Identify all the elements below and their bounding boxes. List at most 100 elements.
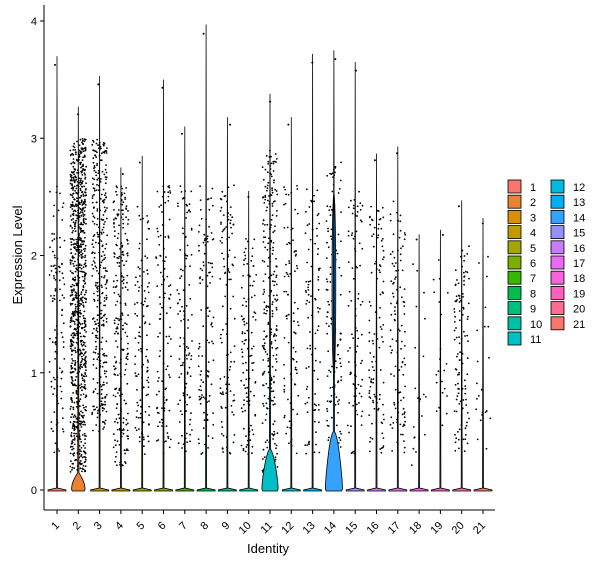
- data-point: [81, 357, 84, 360]
- data-point: [147, 386, 150, 388]
- data-point: [190, 358, 193, 361]
- data-point: [83, 293, 86, 296]
- data-point: [326, 419, 328, 422]
- data-point: [306, 411, 309, 414]
- data-point: [71, 445, 74, 448]
- data-point: [59, 246, 62, 249]
- data-point: [83, 213, 86, 216]
- data-point: [80, 201, 83, 204]
- data-point: [454, 300, 457, 303]
- data-point: [167, 195, 170, 198]
- data-point: [83, 380, 86, 383]
- data-point: [202, 32, 205, 35]
- data-point: [60, 371, 63, 374]
- data-point: [53, 233, 55, 235]
- data-point: [199, 373, 202, 376]
- data-point: [463, 271, 465, 274]
- data-point: [78, 461, 81, 464]
- data-point: [116, 403, 119, 405]
- data-point: [126, 289, 129, 291]
- data-point: [71, 259, 73, 262]
- data-point: [69, 238, 72, 240]
- data-point: [84, 247, 87, 250]
- data-point: [314, 409, 317, 411]
- data-point: [70, 405, 72, 408]
- data-point: [165, 440, 167, 442]
- legend-label: 4: [530, 228, 536, 240]
- data-point: [73, 288, 75, 291]
- data-point: [112, 218, 115, 221]
- data-point: [221, 252, 223, 255]
- data-point: [437, 370, 440, 373]
- data-point: [379, 293, 382, 296]
- data-point: [453, 311, 456, 313]
- data-point: [95, 241, 97, 244]
- data-point: [339, 179, 342, 182]
- data-point: [190, 355, 193, 357]
- data-point: [391, 262, 394, 265]
- data-point: [83, 297, 86, 300]
- data-point: [190, 229, 193, 231]
- data-point: [71, 184, 73, 187]
- data-point: [250, 296, 253, 299]
- data-point: [275, 358, 277, 360]
- data-point: [271, 205, 274, 207]
- data-point: [181, 413, 184, 416]
- data-point: [106, 207, 108, 209]
- data-point: [71, 203, 74, 206]
- data-point: [338, 266, 341, 269]
- data-point: [80, 251, 82, 253]
- data-point: [270, 379, 273, 381]
- data-point: [84, 206, 87, 209]
- data-point: [75, 397, 78, 399]
- data-point: [339, 293, 342, 296]
- data-point: [125, 216, 127, 219]
- data-point: [135, 375, 137, 377]
- data-point: [72, 299, 75, 301]
- data-point: [167, 437, 170, 440]
- data-point: [74, 360, 76, 362]
- data-point: [271, 202, 274, 205]
- data-point: [126, 274, 129, 277]
- data-point: [358, 392, 361, 395]
- data-point: [161, 86, 164, 89]
- data-point: [75, 294, 78, 297]
- data-point: [379, 307, 381, 309]
- data-point: [252, 345, 255, 348]
- legend-label: 16: [573, 243, 585, 255]
- data-point: [202, 264, 205, 267]
- data-point: [71, 379, 74, 382]
- data-point: [404, 330, 406, 333]
- data-point: [317, 325, 320, 327]
- data-point: [232, 400, 235, 402]
- data-point: [267, 305, 269, 308]
- data-point: [75, 284, 78, 287]
- data-point: [84, 364, 87, 367]
- legend-key: [507, 225, 522, 240]
- data-point: [484, 306, 487, 309]
- data-point: [158, 296, 161, 298]
- data-point: [76, 192, 79, 195]
- data-point: [275, 257, 277, 260]
- data-point: [438, 406, 440, 409]
- data-point: [296, 372, 298, 375]
- data-point: [85, 194, 87, 197]
- data-point: [61, 407, 64, 410]
- data-point: [361, 300, 364, 303]
- data-point: [93, 169, 96, 172]
- data-point: [164, 201, 167, 204]
- data-point: [91, 195, 94, 197]
- data-point: [104, 194, 106, 197]
- data-point: [319, 267, 321, 270]
- data-point: [52, 215, 55, 218]
- data-point: [100, 385, 103, 388]
- data-point: [70, 162, 73, 165]
- data-point: [284, 188, 286, 191]
- data-point: [69, 193, 72, 196]
- data-point: [93, 178, 96, 181]
- data-point: [241, 355, 244, 358]
- data-point: [273, 284, 276, 287]
- data-point: [326, 289, 329, 291]
- data-point: [96, 314, 99, 317]
- data-point: [468, 245, 470, 248]
